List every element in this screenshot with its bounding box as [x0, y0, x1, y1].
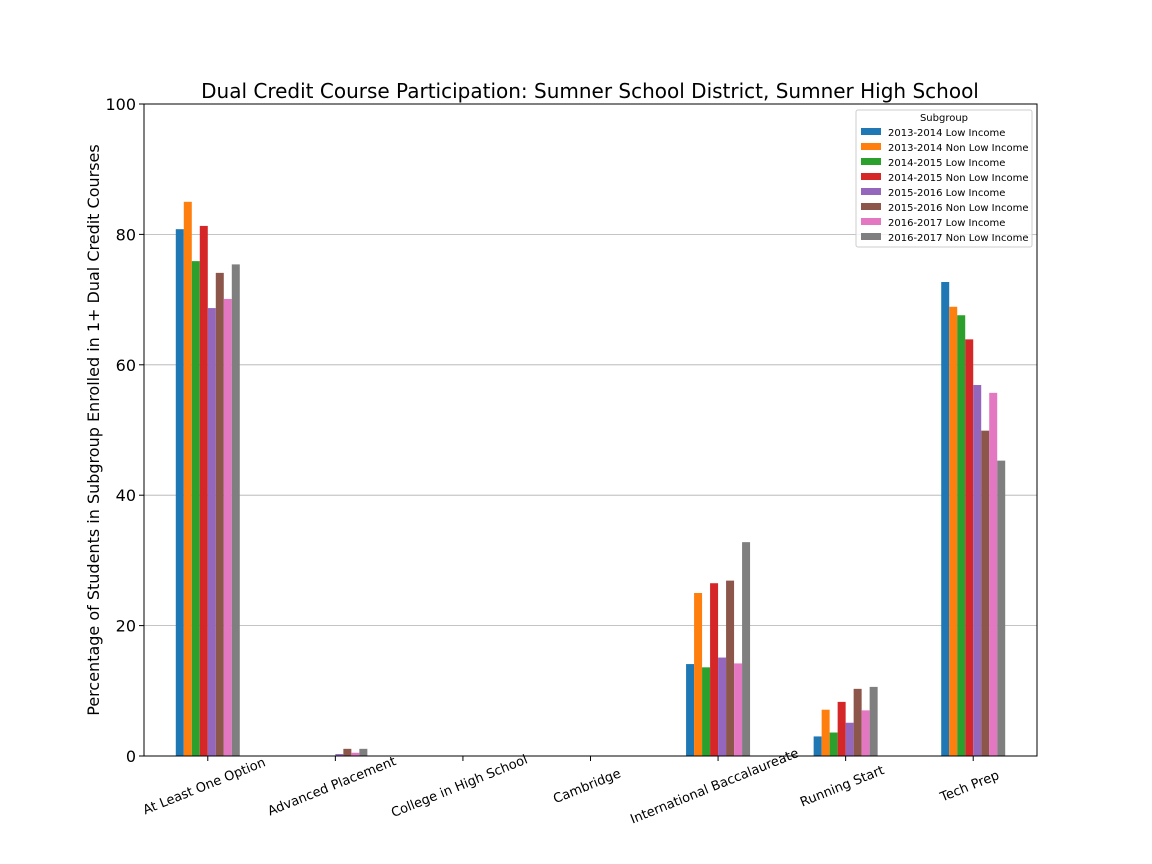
bar	[183, 201, 192, 757]
bar	[710, 583, 719, 756]
bar	[989, 392, 998, 756]
legend-swatch	[861, 143, 881, 150]
bar	[343, 748, 352, 756]
bar	[965, 339, 974, 756]
bar	[223, 298, 232, 756]
legend-swatch	[861, 203, 881, 210]
legend-title: Subgroup	[920, 113, 968, 124]
y-axis-label: Percentage of Students in Subgroup Enrol…	[84, 144, 103, 715]
x-tick-label: Running Start	[798, 763, 886, 810]
bar	[702, 667, 711, 756]
y-tick-label: 0	[126, 747, 136, 766]
y-tick-label: 20	[116, 617, 136, 636]
legend-items: 2013-2014 Low Income 2013-2014 Non Low In…	[861, 128, 1028, 244]
bar	[207, 308, 216, 756]
bar	[861, 710, 870, 756]
bar	[997, 460, 1006, 756]
legend-swatch	[861, 128, 881, 135]
bar	[694, 593, 703, 756]
bar	[837, 701, 846, 756]
legend-swatch	[861, 233, 881, 240]
legend-label: 2015-2016 Low Income	[888, 188, 1005, 199]
y-axis-ticks: 0 20 40 60 80 100	[105, 95, 144, 766]
bar	[853, 688, 862, 756]
legend-swatch	[861, 188, 881, 195]
bar	[821, 709, 830, 756]
bar	[686, 664, 695, 756]
bar	[215, 272, 224, 756]
x-tick-label: Advanced Placement	[266, 754, 399, 819]
legend-swatch	[861, 218, 881, 225]
y-tick-label: 40	[116, 486, 136, 505]
bar	[957, 315, 966, 756]
chart-title: Dual Credit Course Participation: Sumner…	[201, 79, 979, 103]
bar	[191, 261, 200, 756]
legend-swatch	[861, 173, 881, 180]
legend-label: 2014-2015 Low Income	[888, 158, 1005, 169]
bar	[734, 663, 743, 756]
x-tick-label: Tech Prep	[937, 768, 1001, 806]
gridlines	[144, 233, 1037, 626]
bar	[231, 264, 240, 756]
bar	[199, 225, 208, 756]
legend-label: 2013-2014 Low Income	[888, 128, 1005, 139]
bar	[949, 306, 958, 756]
bar	[973, 385, 982, 756]
y-tick-label: 80	[116, 225, 136, 244]
bar	[335, 754, 344, 756]
legend-label: 2013-2014 Non Low Income	[888, 143, 1028, 154]
bar	[351, 752, 360, 756]
x-tick-label: At Least One Option	[141, 755, 268, 818]
bar	[175, 229, 184, 756]
bar	[726, 580, 735, 756]
x-tick-label: Cambridge	[551, 766, 623, 807]
legend-swatch	[861, 158, 881, 165]
bar	[981, 430, 990, 756]
legend-label: 2015-2016 Non Low Income	[888, 203, 1028, 214]
legend-label: 2014-2015 Non Low Income	[888, 173, 1028, 184]
legend-label: 2016-2017 Non Low Income	[888, 233, 1028, 244]
bar	[845, 722, 854, 756]
legend-label: 2016-2017 Low Income	[888, 218, 1005, 229]
bars	[175, 201, 1006, 757]
bar	[941, 281, 950, 756]
bar	[869, 686, 878, 756]
bar	[813, 736, 822, 756]
bar	[742, 542, 751, 756]
bar	[718, 657, 727, 756]
legend-frame	[855, 109, 1033, 248]
bar	[829, 732, 838, 756]
y-tick-label: 100	[105, 95, 136, 114]
legend: Subgroup 2013-2014 Low Income 2013-2014 N…	[855, 109, 1033, 248]
bar	[359, 748, 368, 756]
x-tick-label: International Baccalaureate	[628, 746, 801, 827]
y-tick-label: 60	[116, 356, 136, 375]
x-tick-label: College in High School	[389, 752, 530, 821]
